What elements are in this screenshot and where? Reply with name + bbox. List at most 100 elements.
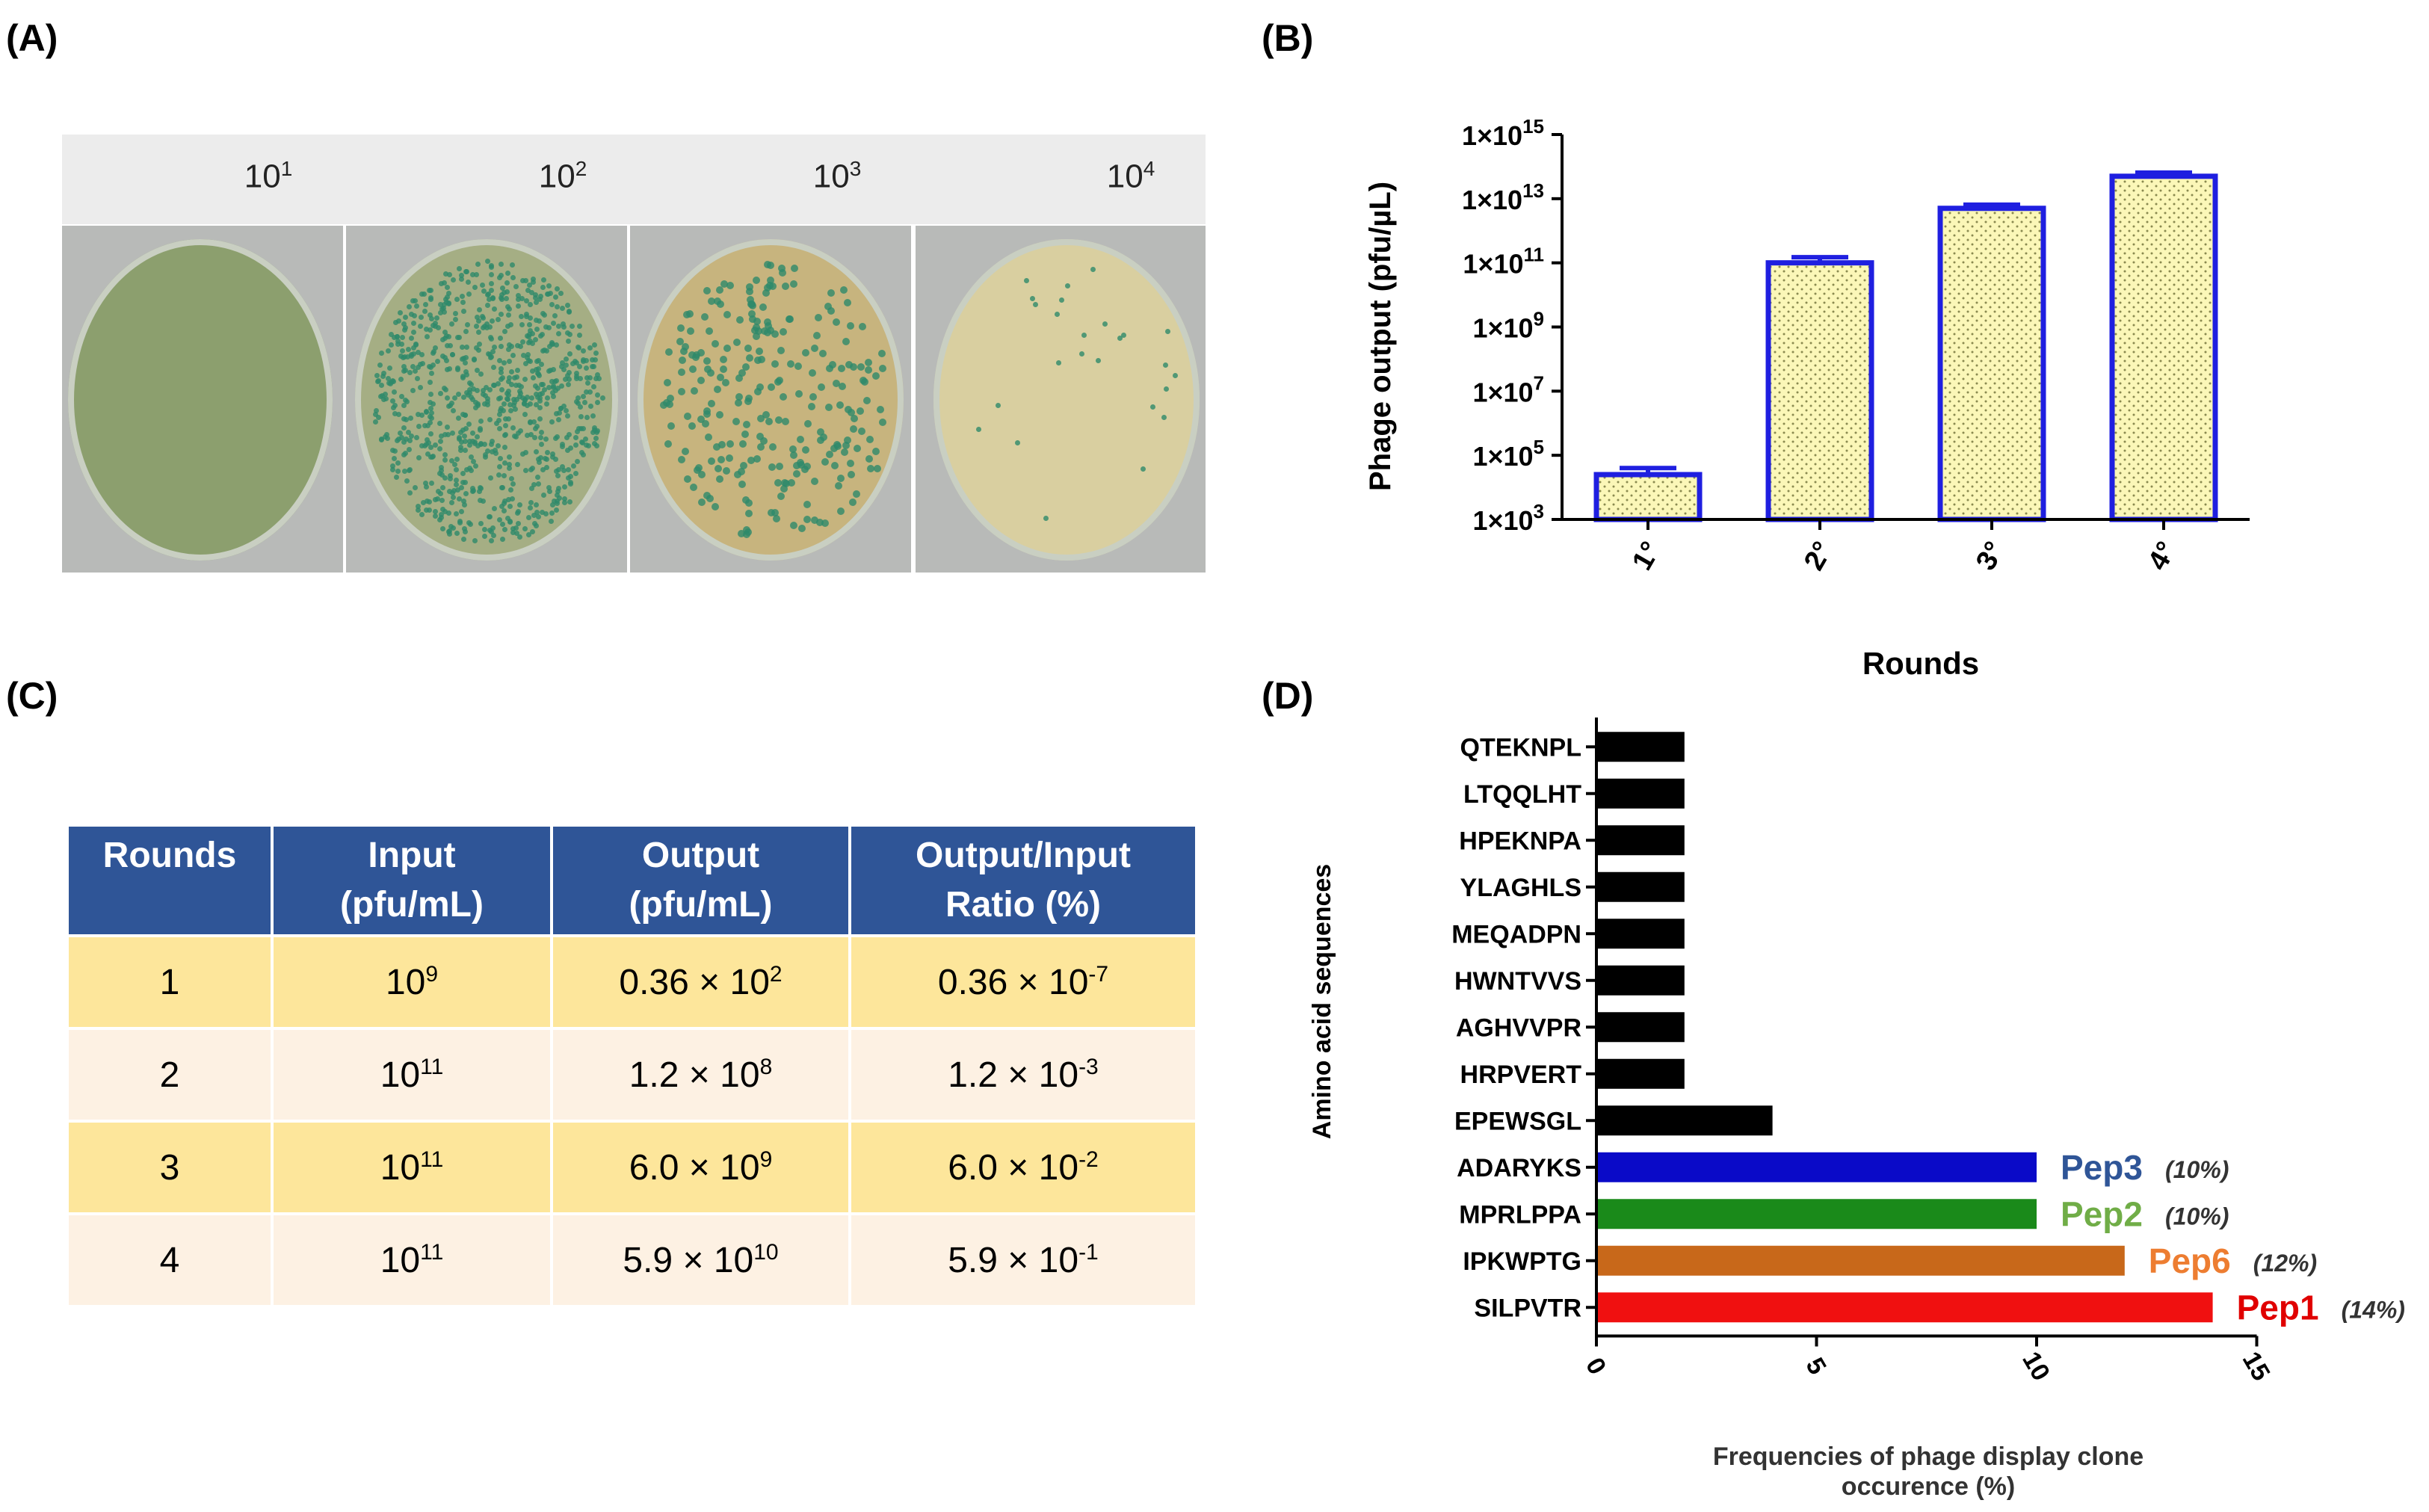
colony-dot [501, 472, 507, 478]
colony-dot [679, 348, 688, 356]
colony-dot [771, 360, 779, 368]
colony-dot [441, 309, 447, 315]
colony-dot [558, 383, 564, 389]
colony-dot [573, 375, 579, 381]
colony-dot [519, 313, 525, 319]
bar [1596, 919, 1685, 949]
colony-dot [1102, 321, 1108, 327]
colony-dot [430, 453, 436, 459]
colony-dot [1030, 295, 1036, 301]
colony-dot [489, 449, 495, 455]
colony-dot [565, 382, 571, 388]
colony-dot [817, 436, 825, 445]
colony-dot [538, 381, 544, 387]
colony-dot [567, 445, 573, 451]
colony-dot [537, 398, 543, 404]
peptide-name: Pep2 [2061, 1194, 2143, 1233]
colony-dot [459, 484, 465, 490]
colony-dot [403, 397, 409, 403]
colony-dot [531, 419, 537, 425]
colony-dot [487, 387, 493, 393]
colony-dot [575, 345, 581, 351]
colony-dot [777, 347, 786, 355]
colony-dot [530, 368, 536, 374]
colony-dot [732, 417, 740, 425]
colony-dot [395, 436, 401, 442]
colony-dot [407, 303, 413, 309]
bar [1596, 965, 1685, 996]
colony-dot [379, 382, 385, 388]
colony-dot [399, 341, 405, 347]
colony-dot [460, 308, 466, 314]
colony-dot [733, 471, 741, 479]
output-cell: 0.36 × 102 [550, 934, 851, 1030]
colony-dot [439, 467, 445, 473]
colony-dot [423, 507, 429, 513]
x-tick-label: 0 [1580, 1353, 1611, 1379]
colony-dot [496, 316, 501, 322]
colony-dot [795, 390, 803, 398]
colony-dot [516, 521, 522, 527]
colony-dot [735, 398, 743, 407]
colony-dot [386, 365, 392, 371]
colony-dot [433, 513, 439, 519]
colony-dot [590, 413, 596, 419]
colony-dot [552, 294, 558, 300]
colony-dot [678, 455, 686, 463]
colony-dot [741, 431, 750, 439]
colony-dot [428, 315, 434, 321]
colony-dot [756, 432, 764, 440]
colony-dot [422, 301, 428, 307]
colony-dot [774, 479, 782, 487]
colony-dot [410, 297, 416, 303]
colony-dot [833, 318, 841, 327]
colony-dot [809, 393, 817, 401]
colony-dot [839, 286, 848, 294]
colony-dot [519, 295, 525, 301]
y-tick-label: 1×103 [1472, 500, 1544, 536]
colony-dot [448, 458, 454, 464]
colony-dot [480, 388, 486, 394]
sequence-label: AGHVVPR [1456, 1013, 1581, 1042]
colony-dot [392, 411, 398, 417]
colony-dot [559, 442, 565, 448]
colony-dot [442, 271, 448, 277]
colony-dot [411, 351, 417, 357]
bar [1937, 206, 2046, 522]
colony-dot [413, 341, 419, 347]
colony-dot [824, 404, 833, 412]
colony-dot [410, 330, 416, 336]
y-tick-label: 1×1011 [1463, 244, 1544, 280]
colony-dot [771, 509, 780, 517]
colony-dot [793, 470, 801, 478]
colony-dot [379, 350, 385, 356]
colony-dot [667, 422, 675, 430]
colony-dot [703, 286, 711, 294]
bars [1593, 170, 2218, 522]
colony-dot [502, 416, 508, 422]
colony-dot [757, 414, 765, 422]
colony-dot [792, 461, 800, 469]
colony-dot [686, 309, 694, 318]
colony-dot [469, 467, 475, 473]
colony-dot [711, 503, 719, 510]
colony-dot [398, 354, 404, 360]
colony-dot [553, 507, 559, 513]
colony-dot [427, 379, 433, 385]
colony-dot [509, 496, 515, 502]
round-cell: 3 [66, 1120, 274, 1215]
colony-dot [475, 443, 481, 449]
colony-dot [496, 358, 502, 364]
colony-dot [546, 325, 552, 331]
colony-dot [403, 436, 409, 442]
colony-dot [484, 398, 490, 404]
colony-dot [507, 465, 513, 471]
colony-dot [725, 454, 733, 462]
colony-dot [517, 534, 523, 540]
output-cell: 1.2 × 108 [550, 1027, 851, 1123]
colony-dot [703, 357, 711, 365]
colony-dot [779, 328, 787, 336]
petri-dish [68, 239, 333, 561]
colony-dot [517, 428, 523, 433]
colony-dot [447, 271, 453, 277]
